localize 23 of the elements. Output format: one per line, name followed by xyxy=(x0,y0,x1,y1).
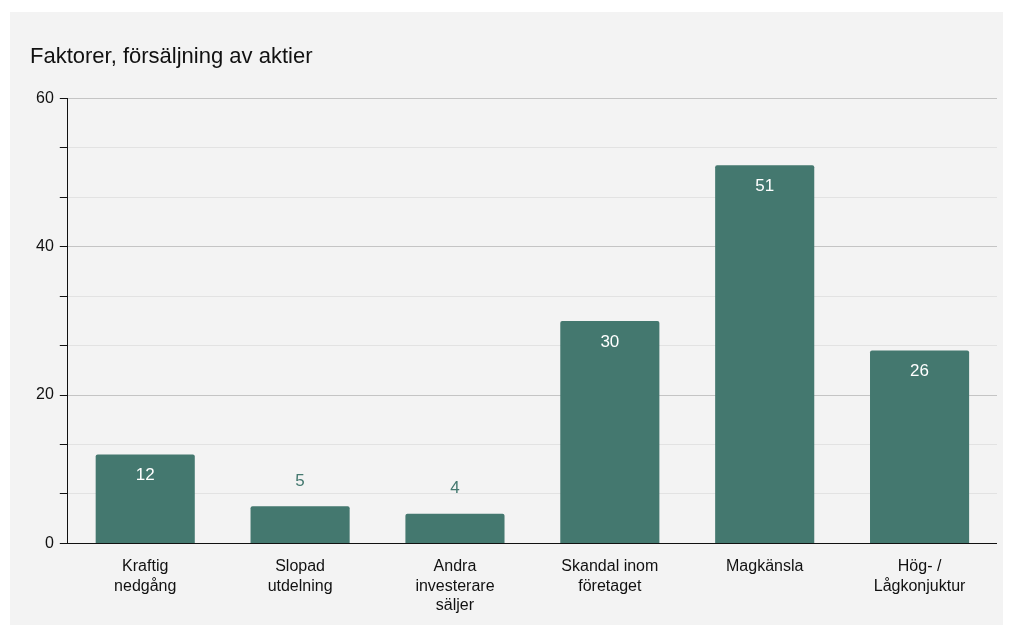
data-label: 26 xyxy=(910,361,930,381)
y-tick-label: 40 xyxy=(36,237,54,255)
bar xyxy=(870,350,970,543)
x-tick-label: Slopad utdelning xyxy=(267,557,333,594)
data-label: 5 xyxy=(295,471,305,490)
x-tick-label: Magkänsla xyxy=(726,557,804,575)
chart-title: Faktorer, försäljning av aktier xyxy=(30,43,313,69)
bar xyxy=(715,165,815,543)
data-label: 30 xyxy=(600,331,620,351)
y-tick-label: 60 xyxy=(36,88,54,106)
y-tick-label: 20 xyxy=(36,385,54,403)
x-tick-label: Andra investerare säljer xyxy=(415,557,495,613)
bar xyxy=(95,454,195,543)
x-tick-label: Kraftig nedgång xyxy=(114,557,177,594)
x-tick-label: Skandal inom företaget xyxy=(561,557,659,594)
data-label: 51 xyxy=(755,175,775,195)
bar xyxy=(405,513,505,543)
bar xyxy=(560,320,660,543)
y-tick-label: 0 xyxy=(44,533,54,551)
data-label: 12 xyxy=(135,465,155,485)
x-tick-label: Hög- / Lågkonjuktur xyxy=(873,557,967,594)
data-label: 4 xyxy=(450,478,460,498)
bar xyxy=(250,506,350,543)
